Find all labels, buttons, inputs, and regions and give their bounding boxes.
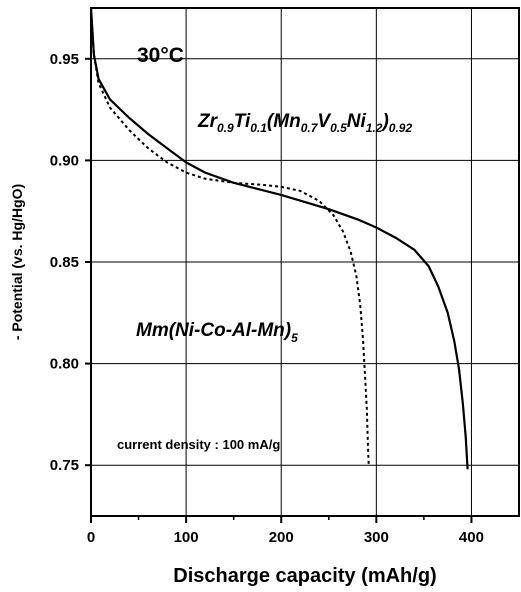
x-tick-label: 400: [459, 529, 484, 546]
grid: [90, 8, 519, 516]
zr-alloy-part: Zr: [197, 111, 219, 132]
zr-alloy-part: (Mn: [267, 111, 301, 132]
x-tick-label: 300: [364, 529, 389, 546]
zr-alloy-subscript: 0.7: [301, 121, 319, 135]
zr-alloy-subscript: 0.9: [217, 121, 234, 135]
y-tick-label: 0.85: [50, 254, 79, 271]
x-tick-label: 100: [174, 529, 199, 546]
zr-alloy-subscript: 0.5: [330, 121, 347, 135]
y-tick-label: 0.80: [50, 356, 79, 373]
mm-alloy-label: Mm(Ni-Co-Al-Mn)5: [136, 320, 298, 345]
y-tick-label: 0.75: [50, 457, 79, 474]
zr-alloy-subscript: 0.92: [389, 121, 413, 135]
temperature-label: 30°C: [137, 44, 184, 67]
series-group: [89, 7, 469, 470]
series-line-2: [90, 7, 370, 466]
mm-alloy-part: Mm(Ni-Co-Al-Mn): [136, 320, 291, 341]
zr-alloy-subscript: 1.2: [366, 121, 383, 135]
zr-alloy-part: Ni: [347, 111, 367, 132]
zr-alloy-part: Ti: [234, 111, 251, 132]
y-tick-label: 0.95: [50, 51, 79, 68]
zr-alloy-subscript: 0.1: [250, 121, 267, 135]
y-tick-label: 0.90: [50, 152, 79, 169]
current-density-label: current density : 100 mA/g: [117, 437, 280, 452]
x-tick-label: 200: [269, 529, 294, 546]
y-axis-title: - Potential (vs. Hg/HgO): [9, 184, 25, 340]
mm-alloy-subscript: 5: [291, 331, 298, 345]
zr-alloy-part: ): [380, 111, 388, 132]
x-tick-label: 0: [87, 529, 95, 546]
zr-alloy-label: Zr0.9Ti0.1(Mn0.7V0.5Ni1.2)0.92: [197, 111, 412, 135]
x-axis-title: Discharge capacity (mAh/g): [173, 565, 436, 587]
series-line-1: [89, 7, 469, 470]
zr-alloy-part: V: [317, 111, 331, 132]
ticks: [85, 57, 473, 523]
